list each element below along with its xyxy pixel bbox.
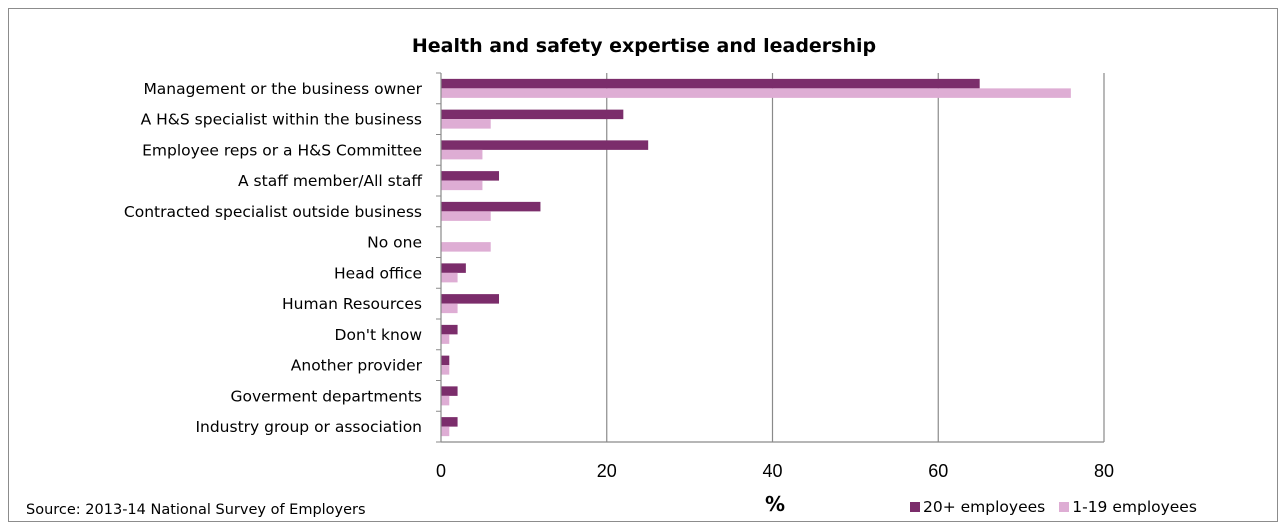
bar-1to19-9: [441, 365, 450, 375]
x-tick-label-40: 40: [762, 461, 782, 481]
x-tick-label-20: 20: [597, 461, 617, 481]
bar-20plus-11: [441, 417, 458, 427]
bar-20plus-2: [441, 140, 649, 150]
legend-item-1to19: 1-19 employees: [1059, 498, 1197, 516]
category-label: Goverment departments: [230, 387, 422, 405]
category-label: Human Resources: [282, 295, 422, 313]
legend-swatch-20plus: [910, 502, 920, 512]
bar-20plus-8: [441, 324, 458, 335]
chart-title: Health and safety expertise and leadersh…: [411, 35, 877, 57]
axes: [436, 72, 1104, 443]
bar-1to19-5: [441, 242, 491, 252]
x-tick-label-0: 0: [436, 461, 446, 481]
bars: [441, 78, 1071, 437]
category-label: Another provider: [291, 357, 423, 375]
bar-1to19-4: [441, 211, 491, 221]
tick-labels: 0 20 40 60 80: [436, 461, 1114, 481]
category-label: Industry group or association: [195, 418, 422, 436]
category-label: Employee reps or a H&S Committee: [142, 141, 422, 159]
bar-20plus-9: [441, 355, 450, 366]
gridlines: [606, 73, 1105, 442]
bar-20plus-1: [441, 109, 624, 120]
bar-20plus-7: [441, 294, 500, 304]
bar-1to19-8: [441, 334, 450, 344]
legend-label-20plus: 20+ employees: [923, 498, 1046, 516]
bar-1to19-6: [441, 272, 458, 283]
category-label: Contracted specialist outside business: [124, 203, 422, 221]
bar-1to19-11: [441, 426, 450, 437]
category-label: Management or the business owner: [143, 80, 422, 98]
bar-1to19-3: [441, 180, 483, 191]
source-note: Source: 2013-14 National Survey of Emplo…: [26, 502, 366, 518]
bar-20plus-6: [441, 263, 466, 273]
legend: 20+ employees 1-19 employees: [910, 498, 1211, 516]
legend-item-20plus: 20+ employees: [910, 498, 1045, 516]
category-label: Don't know: [335, 326, 423, 344]
category-label: A staff member/All staff: [238, 172, 422, 190]
bar-20plus-10: [441, 386, 458, 396]
bar-1to19-0: [441, 88, 1071, 98]
bar-1to19-10: [441, 395, 450, 406]
legend-label-1to19: 1-19 employees: [1072, 498, 1197, 516]
bar-1to19-1: [441, 119, 491, 129]
category-label: Head office: [334, 264, 422, 282]
x-axis-label: %: [764, 492, 786, 516]
x-tick-label-80: 80: [1094, 461, 1114, 481]
x-tick-label-60: 60: [928, 461, 948, 481]
category-labels: Management or the business owner A H&S sp…: [124, 80, 423, 436]
bar-1to19-7: [441, 303, 458, 314]
legend-swatch-1to19: [1059, 502, 1070, 512]
bar-20plus-0: [441, 78, 980, 89]
bar-1to19-2: [441, 149, 483, 160]
category-label: A H&S specialist within the business: [141, 111, 422, 129]
bar-20plus-3: [441, 171, 500, 181]
category-label: No one: [367, 234, 422, 252]
chart-frame: [8, 8, 1278, 522]
bar-20plus-4: [441, 201, 541, 212]
